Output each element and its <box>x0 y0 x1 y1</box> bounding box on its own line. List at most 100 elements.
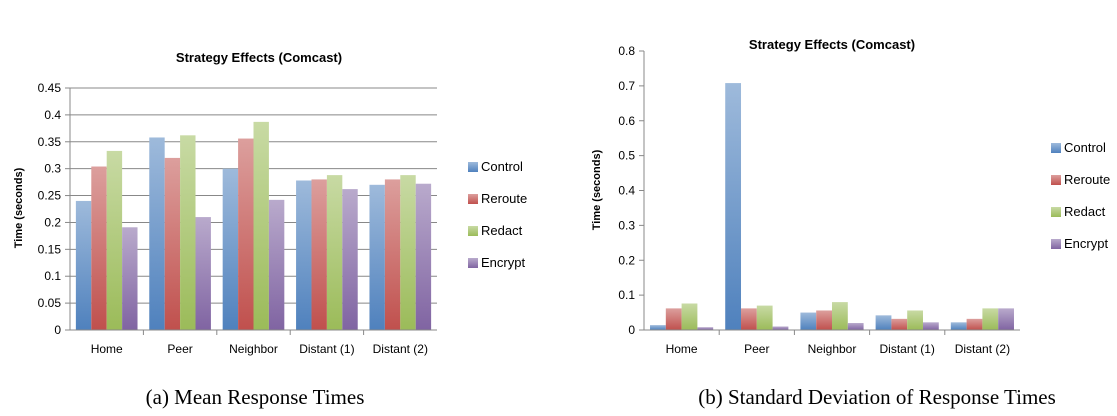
legend-swatch-reroute <box>468 194 478 204</box>
bar-encrypt-distant-1 <box>342 189 358 330</box>
bar-control-distant-2 <box>369 184 385 330</box>
y-tick-label: 0.45 <box>38 81 62 95</box>
legend-label-redact: Redact <box>481 223 523 238</box>
bar-encrypt-neighbor <box>847 323 864 330</box>
bar-reroute-distant-2 <box>966 318 983 330</box>
bar-redact-distant-1 <box>907 310 923 330</box>
y-tick-label: 0 <box>628 323 635 337</box>
y-tick-label: 0.3 <box>618 218 635 232</box>
bars <box>650 83 1014 330</box>
legend-label-redact: Redact <box>1064 204 1106 219</box>
y-tick-label: 0.25 <box>38 189 62 203</box>
bar-reroute-neighbor <box>816 310 832 330</box>
bar-redact-peer <box>756 305 773 330</box>
bar-redact-distant-2 <box>982 308 999 330</box>
bar-control-home <box>650 325 666 330</box>
bar-encrypt-neighbor <box>268 199 285 330</box>
x-tick-label: Distant (1) <box>299 342 354 356</box>
stddev-response-chart: Strategy Effects (Comcast) Time (seconds… <box>591 37 1110 409</box>
legend-swatch-encrypt <box>468 258 478 268</box>
x-tick-label: Home <box>666 342 698 356</box>
y-tick-label: 0.7 <box>618 79 635 93</box>
y-axis-label: Time (seconds) <box>591 149 603 230</box>
bar-redact-distant-2 <box>400 175 416 330</box>
bar-encrypt-peer <box>195 217 211 330</box>
bar-encrypt-home <box>697 327 714 330</box>
bar-redact-home <box>681 303 698 330</box>
bar-reroute-home <box>665 308 682 330</box>
bar-encrypt-distant-2 <box>998 308 1014 330</box>
bar-redact-neighbor <box>832 302 848 330</box>
bars <box>75 121 432 330</box>
y-tick-label: 0.5 <box>618 149 635 163</box>
legend-label-control: Control <box>481 159 523 174</box>
y-tick-label: 0.35 <box>38 135 62 149</box>
bar-control-peer <box>149 137 165 330</box>
bar-reroute-home <box>91 166 107 330</box>
bar-reroute-neighbor <box>238 138 254 330</box>
bar-reroute-peer <box>164 157 181 330</box>
axes: 0 0.1 0.2 0.3 0.4 0.5 0.6 0.7 0.8 Home Peer Neighbo… <box>618 44 1020 356</box>
bar-reroute-distant-1 <box>311 179 327 330</box>
x-tick-label: Home <box>91 342 123 356</box>
y-tick-label: 0.2 <box>44 215 61 229</box>
y-tick-label: 0.4 <box>618 184 635 198</box>
bar-control-neighbor <box>222 168 239 330</box>
legend-swatch-control <box>1051 143 1061 153</box>
bar-encrypt-distant-1 <box>922 322 939 330</box>
bar-reroute-distant-2 <box>384 179 401 330</box>
bar-control-peer <box>725 83 742 330</box>
bar-redact-distant-1 <box>326 175 343 330</box>
legend-swatch-control <box>468 162 478 172</box>
y-tick-label: 0.4 <box>44 108 61 122</box>
y-tick-label: 0.6 <box>618 114 635 128</box>
y-tick-label: 0.3 <box>44 162 61 176</box>
y-tick-label: 0.8 <box>618 44 635 58</box>
x-tick-label: Distant (2) <box>373 342 428 356</box>
x-tick-label: Distant (2) <box>955 342 1010 356</box>
bar-encrypt-distant-2 <box>415 183 432 330</box>
bar-redact-neighbor <box>253 121 269 330</box>
caption: (a) Mean Response Times <box>146 385 365 409</box>
legend: Control Reroute Redact Encrypt <box>1051 140 1110 251</box>
bar-control-neighbor <box>800 312 817 330</box>
legend-label-reroute: Reroute <box>481 191 527 206</box>
x-tick-label: Neighbor <box>229 342 278 356</box>
y-axis-label: Time (seconds) <box>13 167 25 248</box>
y-tick-label: 0.1 <box>44 269 61 283</box>
bar-encrypt-peer <box>772 326 789 330</box>
x-tick-label: Peer <box>167 342 192 356</box>
bar-control-distant-1 <box>875 315 892 330</box>
bar-control-home <box>75 200 92 330</box>
bar-redact-home <box>106 150 123 330</box>
axes: 0 0.05 0.1 0.15 0.2 0.25 0.3 0.35 0.4 0.45 Home Pee… <box>38 81 437 356</box>
caption: (b) Standard Deviation of Response Times <box>698 385 1056 409</box>
bar-control-distant-1 <box>296 180 312 330</box>
legend-swatch-reroute <box>1051 175 1061 185</box>
y-tick-label: 0.15 <box>38 242 62 256</box>
bar-control-distant-2 <box>950 322 967 330</box>
bar-reroute-peer <box>741 308 757 330</box>
x-tick-label: Peer <box>744 342 769 356</box>
y-tick-label: 0 <box>54 323 61 337</box>
chart-title: Strategy Effects (Comcast) <box>176 50 342 65</box>
legend-label-reroute: Reroute <box>1064 172 1110 187</box>
chart-title: Strategy Effects (Comcast) <box>749 37 915 52</box>
legend: Control Reroute Redact Encrypt <box>468 159 527 270</box>
bar-redact-peer <box>180 135 196 330</box>
x-tick-label: Neighbor <box>808 342 857 356</box>
legend-label-encrypt: Encrypt <box>481 255 525 270</box>
y-tick-label: 0.05 <box>38 296 62 310</box>
bar-reroute-distant-1 <box>891 318 908 330</box>
x-tick-label: Distant (1) <box>880 342 935 356</box>
legend-swatch-encrypt <box>1051 239 1061 249</box>
legend-label-control: Control <box>1064 140 1106 155</box>
legend-label-encrypt: Encrypt <box>1064 236 1108 251</box>
legend-swatch-redact <box>468 226 478 236</box>
bar-encrypt-home <box>122 227 138 330</box>
mean-response-chart: Strategy Effects (Comcast) Time (seconds… <box>13 50 527 409</box>
y-tick-label: 0.2 <box>618 253 635 267</box>
y-tick-label: 0.1 <box>618 288 635 302</box>
legend-swatch-redact <box>1051 207 1061 217</box>
